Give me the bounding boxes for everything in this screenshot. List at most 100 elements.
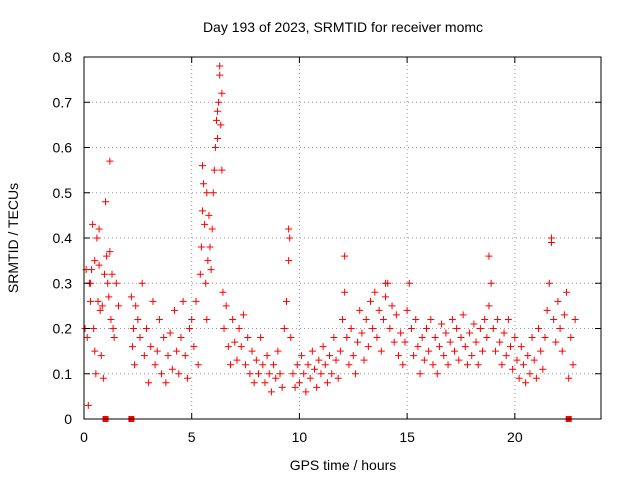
data-point: [457, 334, 465, 342]
data-point: [392, 311, 400, 319]
data-point: [282, 297, 290, 305]
data-point: [377, 347, 385, 355]
data-point: [218, 89, 226, 97]
data-point: [451, 347, 459, 355]
data-point: [334, 374, 342, 382]
data-point: [373, 334, 381, 342]
data-point: [543, 306, 551, 314]
data-point: [285, 257, 293, 265]
data-point: [204, 257, 212, 265]
data-point: [114, 302, 122, 310]
data-point: [526, 370, 534, 378]
data-point: [246, 370, 254, 378]
data-point: [537, 347, 545, 355]
y-tick-label: 0.7: [53, 94, 73, 110]
data-point: [364, 343, 372, 351]
y-axis-label: SRMTID / TECUs: [5, 183, 21, 293]
data-point: [474, 361, 482, 369]
data-point: [470, 320, 478, 328]
data-point: [358, 329, 366, 337]
data-point: [214, 107, 222, 115]
data-point: [93, 234, 101, 242]
data-point: [382, 279, 390, 287]
data-point: [173, 347, 181, 355]
grid-lines: [84, 57, 601, 419]
data-point: [175, 370, 183, 378]
data-point: [298, 352, 306, 360]
data-point: [483, 334, 491, 342]
data-point: [552, 338, 560, 346]
data-point: [433, 370, 441, 378]
data-point: [440, 352, 448, 360]
data-point: [403, 306, 411, 314]
data-point: [86, 297, 94, 305]
data-point: [565, 374, 573, 382]
data-point: [197, 243, 205, 251]
data-point: [513, 356, 521, 364]
data-point: [229, 315, 237, 323]
data-point: [293, 361, 301, 369]
data-point: [360, 356, 368, 364]
data-point: [519, 361, 527, 369]
data-point: [183, 374, 191, 382]
data-point: [128, 343, 136, 351]
data-point: [343, 334, 351, 342]
data-point: [567, 334, 575, 342]
data-point: [410, 352, 418, 360]
data-point: [423, 325, 431, 332]
data-point: [188, 315, 196, 323]
data-point: [203, 315, 211, 323]
data-point: [401, 338, 409, 346]
data-point: [487, 279, 495, 287]
data-point: [339, 315, 346, 323]
data-point: [216, 62, 224, 70]
data-point: [235, 325, 243, 332]
data-point: [472, 338, 480, 346]
data-point: [239, 311, 247, 319]
data-point: [198, 162, 206, 170]
y-tick-label: 0: [64, 411, 72, 427]
data-point: [315, 356, 323, 364]
data-point: [207, 266, 215, 274]
data-point: [300, 370, 308, 378]
data-point: [321, 361, 329, 369]
data-point: [453, 325, 461, 332]
data-point: [498, 361, 506, 369]
data-point: [263, 352, 271, 360]
data-points: [81, 62, 579, 422]
y-tick-label: 0.4: [53, 230, 73, 246]
data-point: [541, 334, 549, 342]
data-point: [131, 361, 139, 369]
y-tick-label: 0.3: [53, 275, 73, 291]
data-point: [224, 343, 232, 351]
data-point: [100, 270, 108, 278]
data-point: [186, 325, 194, 332]
data-point: [274, 347, 282, 355]
data-point: [257, 334, 265, 342]
data-point: [106, 157, 114, 165]
data-point: [532, 374, 540, 382]
data-point: [153, 347, 161, 355]
data-point: [571, 315, 579, 323]
data-point: [198, 207, 206, 215]
data-point: [254, 370, 262, 378]
data-point: [354, 338, 362, 346]
data-point: [351, 370, 359, 378]
data-point: [287, 334, 295, 342]
data-point: [265, 370, 273, 378]
data-point: [84, 401, 92, 409]
data-point: [216, 71, 224, 79]
data-point: [420, 356, 428, 364]
data-point: [448, 315, 456, 323]
data-point: [89, 220, 97, 228]
data-point: [166, 329, 174, 337]
data-point: [194, 361, 202, 369]
y-tick-label: 0.6: [53, 140, 73, 156]
data-point: [431, 334, 439, 342]
data-point: [158, 370, 166, 378]
data-point: [233, 356, 241, 364]
data-point: [509, 365, 517, 373]
data-point: [291, 383, 299, 391]
data-point: [515, 374, 523, 382]
